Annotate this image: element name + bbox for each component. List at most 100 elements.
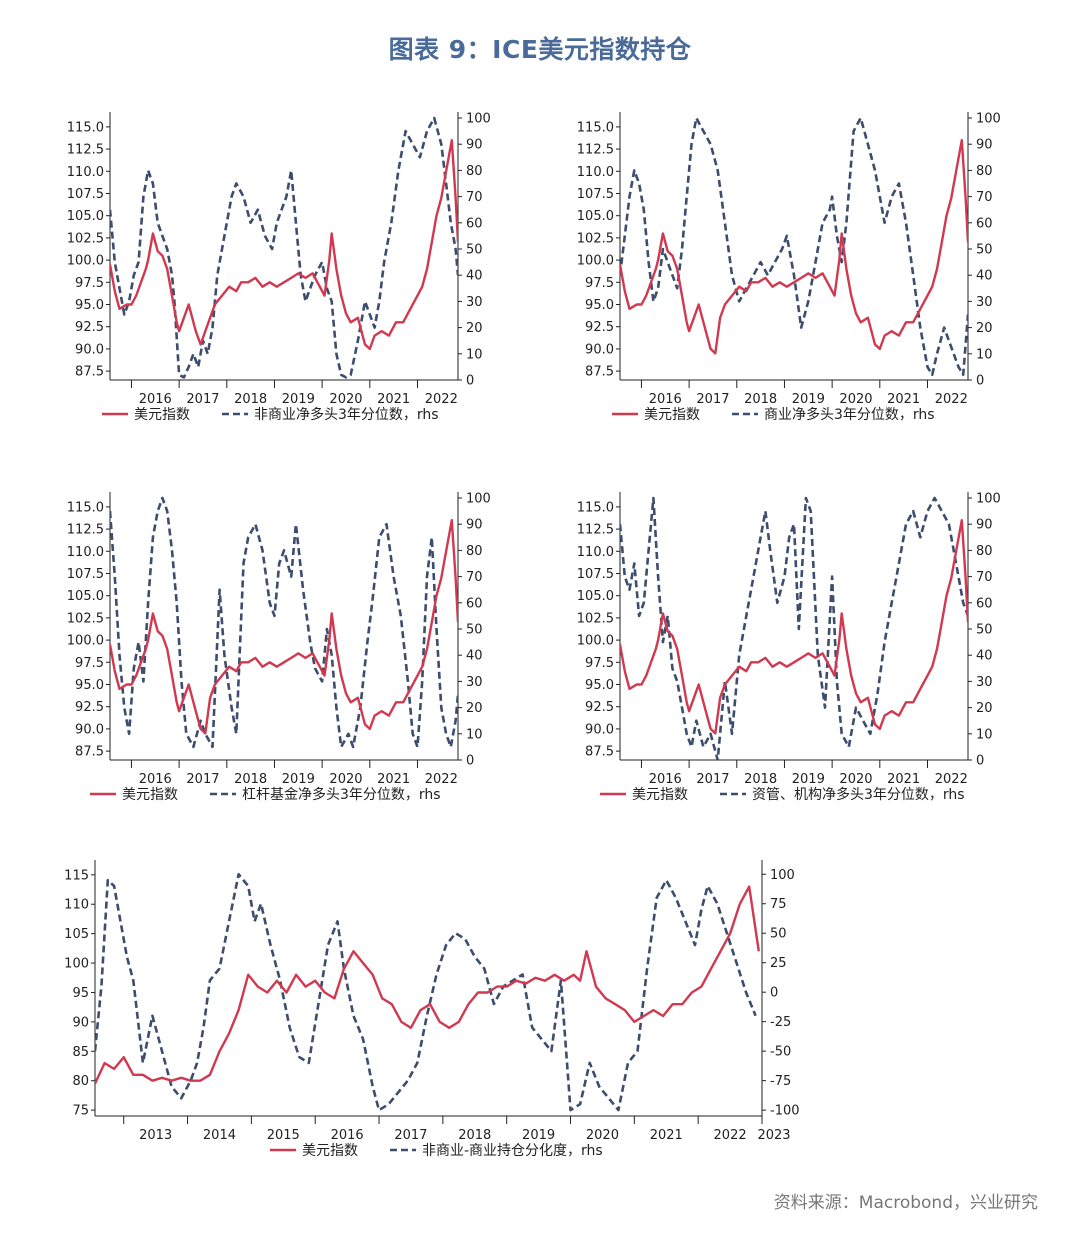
x-tick-label: 2021 [377, 772, 410, 787]
right-tick-label: -50 [770, 1045, 791, 1060]
left-tick-label: 87.5 [585, 745, 614, 760]
left-tick-label: 100.0 [67, 634, 104, 649]
right-tick-label: 40 [976, 269, 993, 284]
left-tick-label: 90.0 [585, 722, 614, 737]
position-series-line [110, 496, 458, 749]
left-tick-label: 110.0 [577, 545, 614, 560]
x-tick-label: 2020 [329, 392, 362, 407]
x-tick-label: 2021 [650, 1128, 683, 1143]
x-tick-label: 2022 [425, 772, 458, 787]
x-tick-label: 2017 [696, 392, 729, 407]
x-tick-label: 2016 [649, 772, 682, 787]
x-tick-label: 2020 [329, 772, 362, 787]
x-tick-label: 2016 [331, 1128, 364, 1143]
x-tick-label: 2016 [649, 392, 682, 407]
left-tick-label: 92.5 [75, 700, 104, 715]
right-tick-label: 10 [466, 727, 483, 742]
right-tick-label: 30 [466, 675, 483, 690]
left-tick-label: 110 [64, 898, 89, 913]
left-tick-label: 110.0 [67, 165, 104, 180]
left-tick-label: 85 [72, 1045, 89, 1060]
x-tick-label: 2018 [234, 772, 267, 787]
left-tick-label: 75 [72, 1104, 89, 1119]
right-tick-label: 60 [976, 216, 993, 231]
left-tick-label: 92.5 [585, 700, 614, 715]
right-tick-label: 70 [466, 570, 483, 585]
left-tick-label: 105 [64, 927, 89, 942]
right-tick-label: 50 [466, 243, 483, 258]
chart-panel-leveraged-funds: 87.5 90.0 92.5 95.0 97.5 100.0 102.5 105.0 107.5… [67, 492, 491, 804]
right-tick-label: 30 [976, 675, 993, 690]
left-tick-label: 80 [72, 1074, 89, 1089]
x-tick-label: 2018 [744, 772, 777, 787]
left-tick-label: 92.5 [75, 320, 104, 335]
left-tick-label: 102.5 [577, 231, 614, 246]
right-tick-label: 40 [976, 649, 993, 664]
right-tick-label: 100 [466, 492, 491, 507]
x-tick-label: 2019 [282, 392, 315, 407]
right-tick-label: 100 [466, 112, 491, 127]
left-tick-label: 110.0 [67, 545, 104, 560]
left-tick-label: 107.5 [67, 567, 104, 582]
right-tick-label: 80 [976, 164, 993, 179]
right-tick-label: 90 [466, 518, 483, 533]
left-tick-label: 87.5 [75, 365, 104, 380]
left-tick-label: 115.0 [577, 500, 614, 515]
left-tick-label: 90.0 [75, 722, 104, 737]
left-tick-label: 97.5 [585, 656, 614, 671]
x-tick-label: 2021 [887, 772, 920, 787]
x-tick-label: 2020 [839, 772, 872, 787]
x-tick-label: 2022 [425, 392, 458, 407]
source-note: 资料来源：Macrobond，兴业研究 [773, 1193, 1038, 1213]
left-tick-label: 102.5 [577, 611, 614, 626]
x-tick-label: 2017 [394, 1128, 427, 1143]
legend-usd-label: 美元指数 [644, 407, 700, 423]
left-tick-label: 95.0 [585, 678, 614, 693]
left-tick-label: 112.5 [67, 143, 104, 158]
x-tick-label: 2018 [744, 392, 777, 407]
left-tick-label: 100 [64, 957, 89, 972]
right-tick-label: 50 [466, 623, 483, 638]
right-tick-label: 0 [466, 374, 474, 389]
usd-index-line [620, 139, 968, 355]
left-tick-label: 110.0 [577, 165, 614, 180]
left-tick-label: 107.5 [67, 187, 104, 202]
left-tick-label: 115.0 [67, 500, 104, 515]
left-tick-label: 115 [64, 868, 89, 883]
x-tick-label: 2020 [839, 392, 872, 407]
right-tick-label: 10 [976, 347, 993, 362]
x-tick-label: 2019 [282, 772, 315, 787]
left-tick-label: 105.0 [577, 209, 614, 224]
left-tick-label: 90.0 [585, 342, 614, 357]
right-tick-label: 70 [976, 190, 993, 205]
left-tick-label: 100.0 [577, 634, 614, 649]
x-tick-label: 2020 [586, 1128, 619, 1143]
x-tick-label: 2016 [139, 772, 172, 787]
left-tick-label: 97.5 [75, 656, 104, 671]
x-tick-label: 2023 [757, 1128, 790, 1143]
left-tick-label: 112.5 [577, 523, 614, 538]
left-tick-label: 102.5 [67, 611, 104, 626]
position-series-line [620, 116, 968, 377]
right-tick-label: 90 [976, 138, 993, 153]
x-tick-label: 2022 [935, 392, 968, 407]
left-tick-label: 95.0 [585, 298, 614, 313]
left-tick-label: 105.0 [577, 589, 614, 604]
right-tick-label: 60 [976, 596, 993, 611]
left-tick-label: 100.0 [67, 254, 104, 269]
legend-position-label: 商业净多头3年分位数，rhs [764, 406, 935, 423]
left-tick-label: 95.0 [75, 678, 104, 693]
left-tick-label: 107.5 [577, 567, 614, 582]
legend-position-label: 资管、机构净多头3年分位数，rhs [752, 786, 965, 803]
left-tick-label: 95.0 [75, 298, 104, 313]
right-tick-label: 60 [466, 596, 483, 611]
left-tick-label: 100.0 [577, 254, 614, 269]
right-tick-label: 10 [466, 347, 483, 362]
right-tick-label: 30 [976, 295, 993, 310]
left-tick-label: 102.5 [67, 231, 104, 246]
right-tick-label: 100 [976, 112, 1001, 127]
x-tick-label: 2021 [887, 392, 920, 407]
right-tick-label: -25 [770, 1015, 791, 1030]
right-tick-label: 80 [466, 544, 483, 559]
page-title: 图表 9：ICE美元指数持仓 [388, 35, 692, 64]
